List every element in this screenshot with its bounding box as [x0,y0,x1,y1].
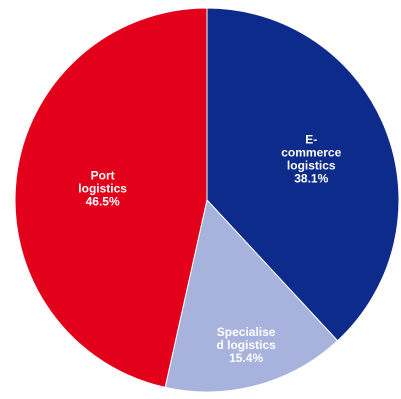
pie-slice-specialised-logistics [164,198,339,393]
pie-slice-e-commerce-logistics [206,7,400,342]
slice-label-specialised-logistics: Specialise d logistics 15.4% [216,325,276,365]
slice-label-port-logistics: Port logistics 46.5% [78,168,127,208]
pie-slice-port-logistics [14,7,208,388]
slice-label-e-commerce-logistics: E-commerce logistics 38.1% [281,133,341,186]
